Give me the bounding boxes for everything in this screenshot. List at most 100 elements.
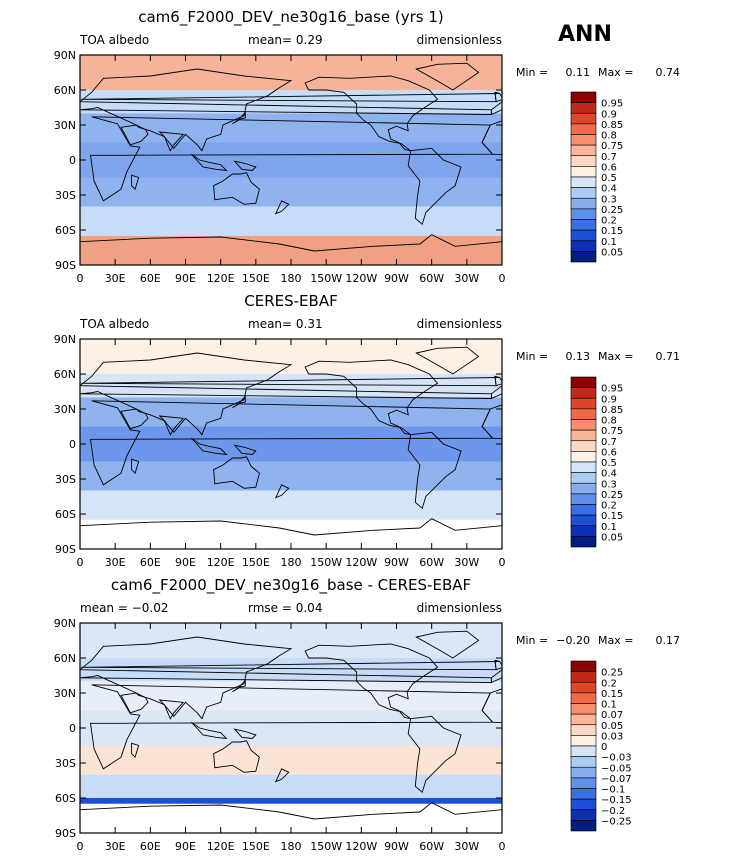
y-tick-label: 0 [69,154,76,167]
coastline-greenland [415,346,480,375]
coastline-africa [89,116,494,202]
colorbar-label: −0.1 [601,785,625,796]
x-tick-label: 60E [140,840,161,853]
x-tick-label: 30W [454,272,479,285]
coastline-india [158,415,185,436]
x-tick-label: 90W [384,556,409,569]
colorbar-box [570,681,597,694]
colorbar-label: 0.15 [601,226,623,237]
coastline-africa [89,684,494,770]
coastline-newguinea [233,160,257,171]
panel-2: CERES-EBAF TOA albedo mean= 0.31 dimensionl… [54,292,680,569]
x-tick-label: 150W [310,840,342,853]
colorbar-box [570,660,597,672]
colorbar-label: 0.95 [601,99,623,110]
colorbar-box [570,724,597,736]
max-label: Max = [598,350,633,363]
panel-left-label: mean = −0.02 [80,601,169,615]
y-tick-label: 30S [55,473,76,486]
coastline-samerica [407,715,462,793]
y-tick-label: 90N [54,617,76,630]
x-tick-label: 60W [419,556,444,569]
colorbar-label: 0.4 [601,469,617,480]
y-tick-label: 90S [55,543,76,556]
colorbar-box [570,735,597,747]
panel-left-label: TOA albedo [79,317,149,331]
y-tick-label: 30S [55,757,76,770]
colorbar-label: 0.2 [601,678,617,689]
x-tick-label: 30E [105,272,126,285]
panel-title: CERES-EBAF [244,292,337,310]
colorbar-box [570,703,597,715]
max-value: 0.17 [656,634,681,647]
y-tick-label: 30N [54,403,76,416]
colorbar-box [570,504,597,516]
panel-center-label: mean= 0.29 [248,33,323,47]
colorbar-box [570,692,597,704]
x-tick-label: 150E [242,272,270,285]
colorbar-box [570,387,597,399]
x-tick-label: 0 [499,556,506,569]
coastline-greenland [415,630,480,659]
colorbar-label: 0.4 [601,184,617,195]
coastline-samerica [407,147,462,225]
coastline-namerica [304,643,439,720]
colorbar-box [570,112,597,125]
x-tick-label: 60E [140,556,161,569]
coastline-japan [232,394,246,409]
colorbar-box [570,461,597,473]
coastline-madagascar [131,458,140,475]
colorbar-label: 0.9 [601,109,617,120]
field-band [80,426,502,462]
coastline-madagascar [131,742,140,759]
coastline-eurasia [80,352,492,436]
colorbar-label: 0.8 [601,416,617,427]
colorbar-box [570,397,597,410]
max-label: Max = [598,66,633,79]
field-band [80,142,502,178]
x-tick-label: 0 [499,272,506,285]
coastline-australia [213,456,260,489]
colorbar-box [570,482,597,495]
coastline-eurasia [80,68,492,152]
colorbar-box [570,671,597,683]
colorbar-box [570,713,597,726]
x-tick-label: 120W [345,840,377,853]
panel-center-label: mean= 0.31 [248,317,323,331]
colorbar-label: 0.25 [601,490,623,501]
panel-center-label: rmse = 0.04 [248,601,322,615]
coastline-antarctica [80,518,502,549]
colorbar-box [570,451,597,463]
colorbar-label: 0.25 [601,668,623,679]
y-tick-label: 60N [54,652,76,665]
coastline-namerica [304,75,439,152]
colorbar-box [570,144,597,157]
x-tick-label: 90E [175,556,196,569]
panel-title: cam6_F2000_DEV_ne30g16_base (yrs 1) [138,8,444,27]
y-tick-label: 60N [54,84,76,97]
colorbar-label: −0.07 [601,774,632,785]
colorbar-label: 0.5 [601,458,617,469]
x-tick-label: 120W [345,556,377,569]
colorbar-box [570,777,597,789]
colorbar-box [570,134,597,146]
coastline-newzealand [274,768,290,783]
colorbar-label: 0.2 [601,501,617,512]
coastline-newguinea [233,444,257,455]
x-tick-label: 0 [499,840,506,853]
colorbar-label: −0.15 [601,795,632,806]
colorbar-label: 0.03 [601,731,623,742]
colorbar-box [570,756,597,768]
colorbar-box [570,102,597,114]
colorbar-box [570,166,597,178]
colorbar-box [570,514,597,527]
coastline-samerica [407,431,462,509]
coastline-arabia [120,692,149,714]
colorbar-box [570,525,597,537]
colorbar-box [570,219,597,231]
colorbar-box [570,176,597,188]
y-tick-label: 90S [55,259,76,272]
x-tick-label: 120E [207,556,235,569]
y-tick-label: 30S [55,189,76,202]
colorbar-box [570,429,597,442]
